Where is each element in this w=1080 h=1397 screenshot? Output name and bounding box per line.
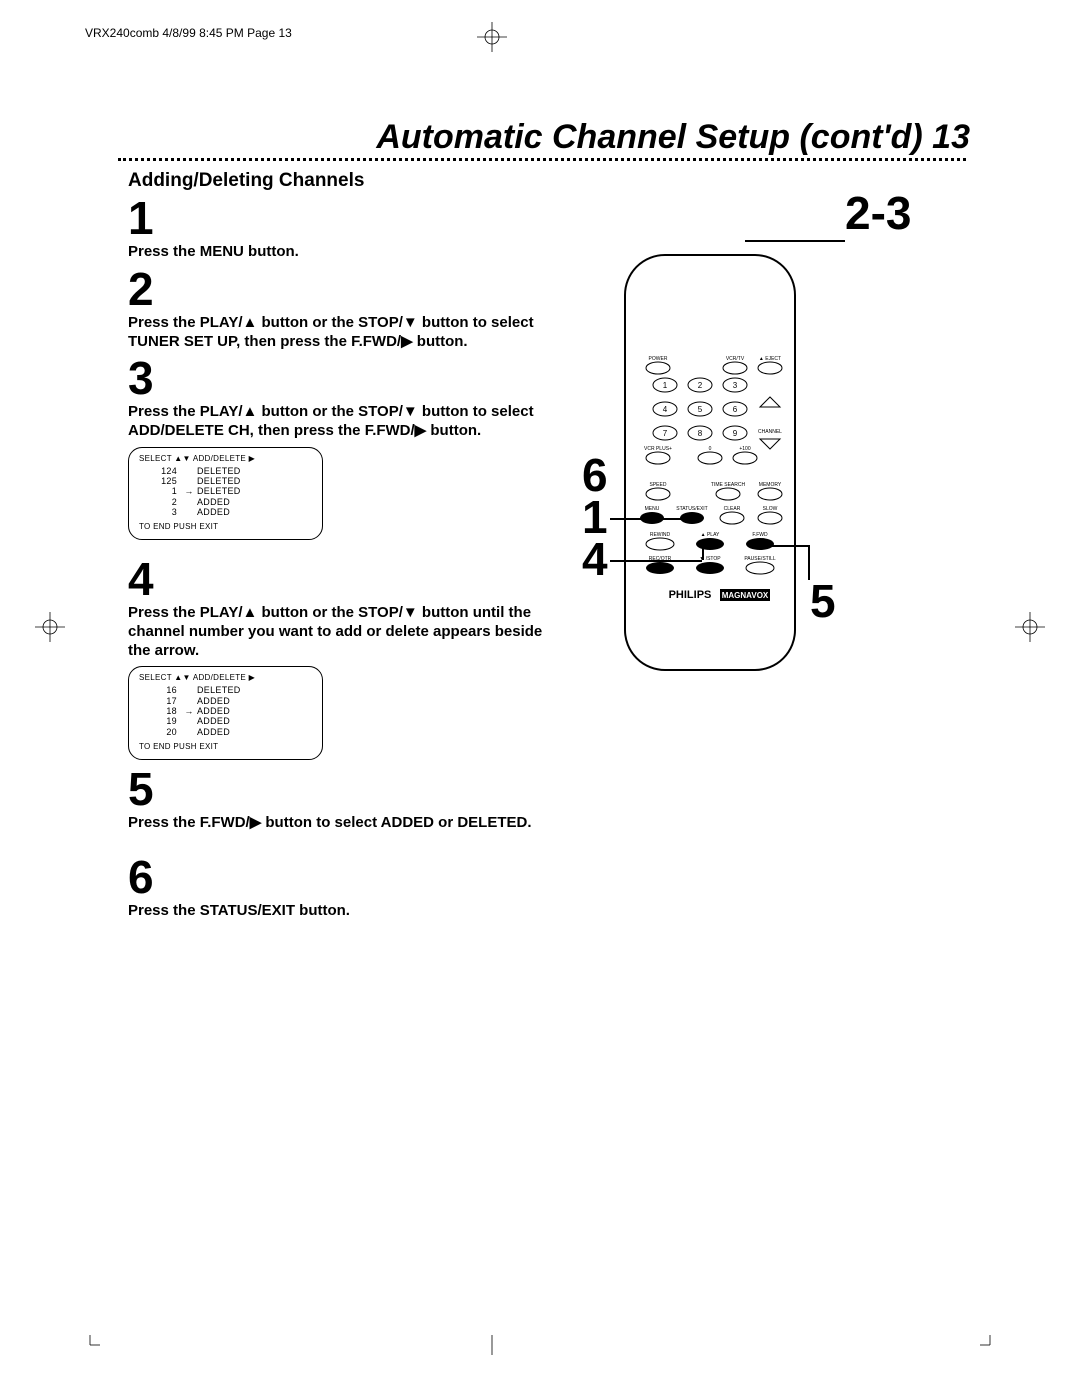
- svg-text:8: 8: [698, 429, 703, 438]
- step-3-text: Press the PLAY/▲ button or the STOP/▼ bu…: [128, 403, 568, 441]
- osd2-header: SELECT ▲▼ ADD/DELETE ▶: [139, 673, 312, 682]
- svg-text:0: 0: [709, 446, 712, 452]
- callout-2-3: 2-3: [845, 190, 911, 236]
- step-2-num: 2: [128, 266, 568, 312]
- svg-text:6: 6: [733, 405, 738, 414]
- page-header: VRX240comb 4/8/99 8:45 PM Page 13: [85, 26, 292, 40]
- osd-box-2: SELECT ▲▼ ADD/DELETE ▶ 16DELETED17ADDED1…: [128, 666, 323, 760]
- svg-text:+100: +100: [739, 446, 750, 452]
- crop-mark-top: [477, 22, 507, 52]
- svg-text:MEMORY: MEMORY: [759, 482, 782, 488]
- step-3-num: 3: [128, 355, 568, 401]
- svg-text:MENU: MENU: [645, 506, 660, 512]
- svg-text:SLOW: SLOW: [763, 506, 778, 512]
- crop-tick-bl: [80, 1335, 100, 1355]
- crop-mark-right: [1015, 612, 1045, 642]
- dotted-rule: [118, 158, 966, 161]
- svg-text:VCR/TV: VCR/TV: [726, 356, 745, 362]
- svg-text:PHILIPS: PHILIPS: [669, 589, 712, 601]
- svg-text:1: 1: [663, 381, 668, 390]
- osd-row: 124DELETED: [139, 466, 312, 476]
- osd-row: 17ADDED: [139, 696, 312, 706]
- svg-text:3: 3: [733, 381, 738, 390]
- svg-text:4: 4: [663, 405, 668, 414]
- osd-row: 125DELETED: [139, 476, 312, 486]
- crop-tick-br: [980, 1335, 1000, 1355]
- callout-4-line: [610, 560, 702, 562]
- svg-text:CLEAR: CLEAR: [724, 506, 741, 512]
- svg-text:MAGNAVOX: MAGNAVOX: [722, 591, 769, 600]
- svg-text:▲ EJECT: ▲ EJECT: [759, 356, 781, 362]
- step-6: 6 Press the STATUS/EXIT button.: [128, 854, 568, 925]
- svg-text:7: 7: [663, 429, 668, 438]
- step-2-text: Press the PLAY/▲ button or the STOP/▼ bu…: [128, 314, 568, 352]
- step-6-num: 6: [128, 854, 568, 900]
- osd-row: 2ADDED: [139, 497, 312, 507]
- svg-text:5: 5: [698, 405, 703, 414]
- svg-text:STATUS/EXIT: STATUS/EXIT: [676, 506, 707, 512]
- osd-row: 16DELETED: [139, 685, 312, 695]
- svg-text:CHANNEL: CHANNEL: [758, 429, 782, 435]
- callout-4-vline: [702, 545, 704, 560]
- osd-row: 20ADDED: [139, 727, 312, 737]
- page-title: Automatic Channel Setup (cont'd) 13: [376, 118, 970, 157]
- crop-tick-bc: [477, 1335, 507, 1355]
- osd1-footer: TO END PUSH EXIT: [139, 522, 312, 531]
- svg-text:▲ PLAY: ▲ PLAY: [701, 532, 720, 538]
- callout-2-3-line: [745, 240, 845, 242]
- osd-row: 19ADDED: [139, 716, 312, 726]
- osd-row: 18→ADDED: [139, 706, 312, 716]
- remote-svg: POWER VCR/TV ▲ EJECT 1 2 3 4 5 6 7 8 9 CHANNEL V…: [620, 250, 800, 675]
- svg-text:VCR PLUS+: VCR PLUS+: [644, 446, 672, 452]
- crop-mark-left: [35, 612, 65, 642]
- callout-1-line: [610, 518, 650, 520]
- svg-text:F.FWD: F.FWD: [752, 532, 768, 538]
- svg-text:PAUSE/STILL: PAUSE/STILL: [744, 556, 776, 562]
- osd-row: 1→DELETED: [139, 486, 312, 496]
- callout-4: 4: [582, 536, 608, 582]
- callout-5-line: [768, 545, 808, 547]
- svg-text:POWER: POWER: [649, 356, 668, 362]
- svg-text:2: 2: [698, 381, 703, 390]
- step-4-num: 4: [128, 556, 568, 602]
- callout-5-vline: [808, 545, 810, 580]
- step-5-text: Press the F.FWD/▶ button to select ADDED…: [128, 814, 568, 833]
- remote-control: POWER VCR/TV ▲ EJECT 1 2 3 4 5 6 7 8 9 CHANNEL V…: [620, 250, 800, 680]
- section-title: Adding/Deleting Channels: [128, 170, 364, 192]
- step-6-text: Press the STATUS/EXIT button.: [128, 902, 568, 921]
- step-1-text: Press the MENU button.: [128, 243, 568, 262]
- svg-text:REWIND: REWIND: [650, 532, 671, 538]
- osd1-header: SELECT ▲▼ ADD/DELETE ▶: [139, 454, 312, 463]
- step-4: 4 Press the PLAY/▲ button or the STOP/▼ …: [128, 556, 568, 760]
- step-4-text: Press the PLAY/▲ button or the STOP/▼ bu…: [128, 604, 568, 660]
- step-3: 3 Press the PLAY/▲ button or the STOP/▼ …: [128, 355, 568, 540]
- osd-box-1: SELECT ▲▼ ADD/DELETE ▶ 124DELETED125DELE…: [128, 447, 323, 541]
- step-1: 1 Press the MENU button.: [128, 195, 568, 266]
- step-5: 5 Press the F.FWD/▶ button to select ADD…: [128, 766, 568, 837]
- step-5-num: 5: [128, 766, 568, 812]
- step-1-num: 1: [128, 195, 568, 241]
- callout-5: 5: [810, 578, 836, 624]
- osd2-footer: TO END PUSH EXIT: [139, 742, 312, 751]
- step-2: 2 Press the PLAY/▲ button or the STOP/▼ …: [128, 266, 568, 356]
- osd-row: 3ADDED: [139, 507, 312, 517]
- svg-text:9: 9: [733, 429, 738, 438]
- svg-text:SPEED: SPEED: [650, 482, 667, 488]
- svg-text:TIME SEARCH: TIME SEARCH: [711, 482, 746, 488]
